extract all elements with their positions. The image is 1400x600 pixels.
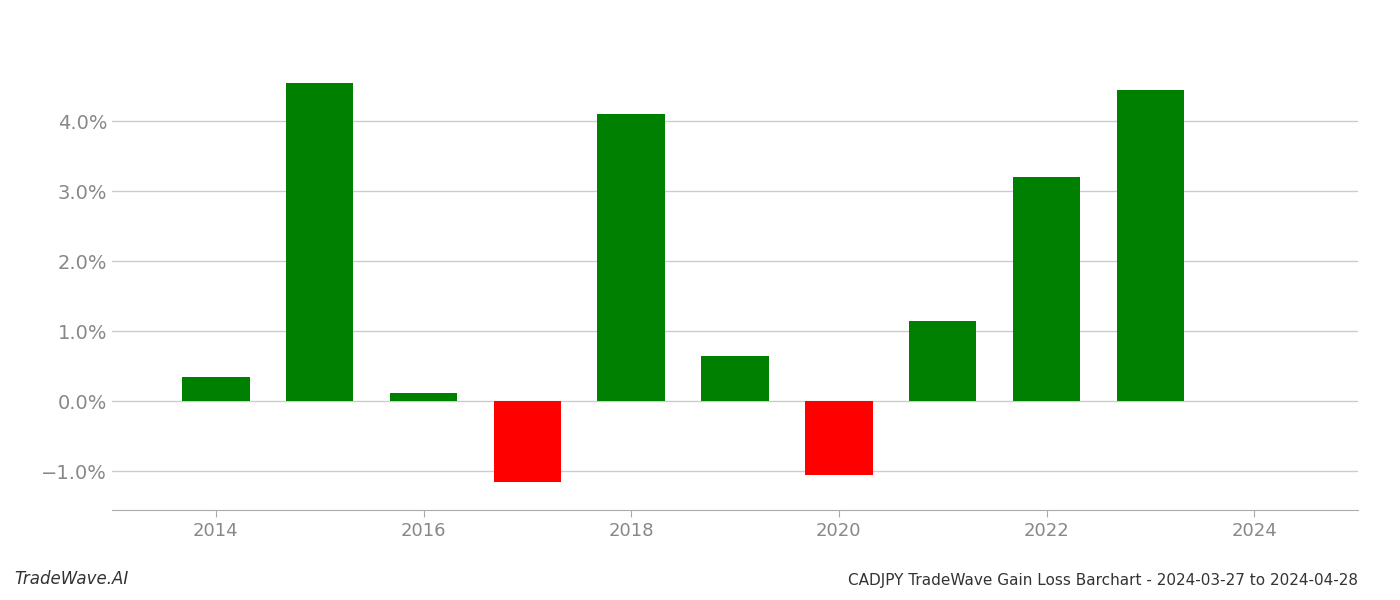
Bar [1012, 177, 1081, 401]
Text: TradeWave.AI: TradeWave.AI [14, 570, 129, 588]
Bar [1117, 89, 1184, 401]
Bar [494, 401, 561, 482]
Bar [805, 401, 872, 475]
Bar [701, 356, 769, 401]
Bar [182, 377, 249, 401]
Bar [389, 393, 458, 401]
Bar [598, 114, 665, 401]
Bar [909, 321, 976, 401]
Text: CADJPY TradeWave Gain Loss Barchart - 2024-03-27 to 2024-04-28: CADJPY TradeWave Gain Loss Barchart - 20… [848, 573, 1358, 588]
Bar [286, 83, 353, 401]
